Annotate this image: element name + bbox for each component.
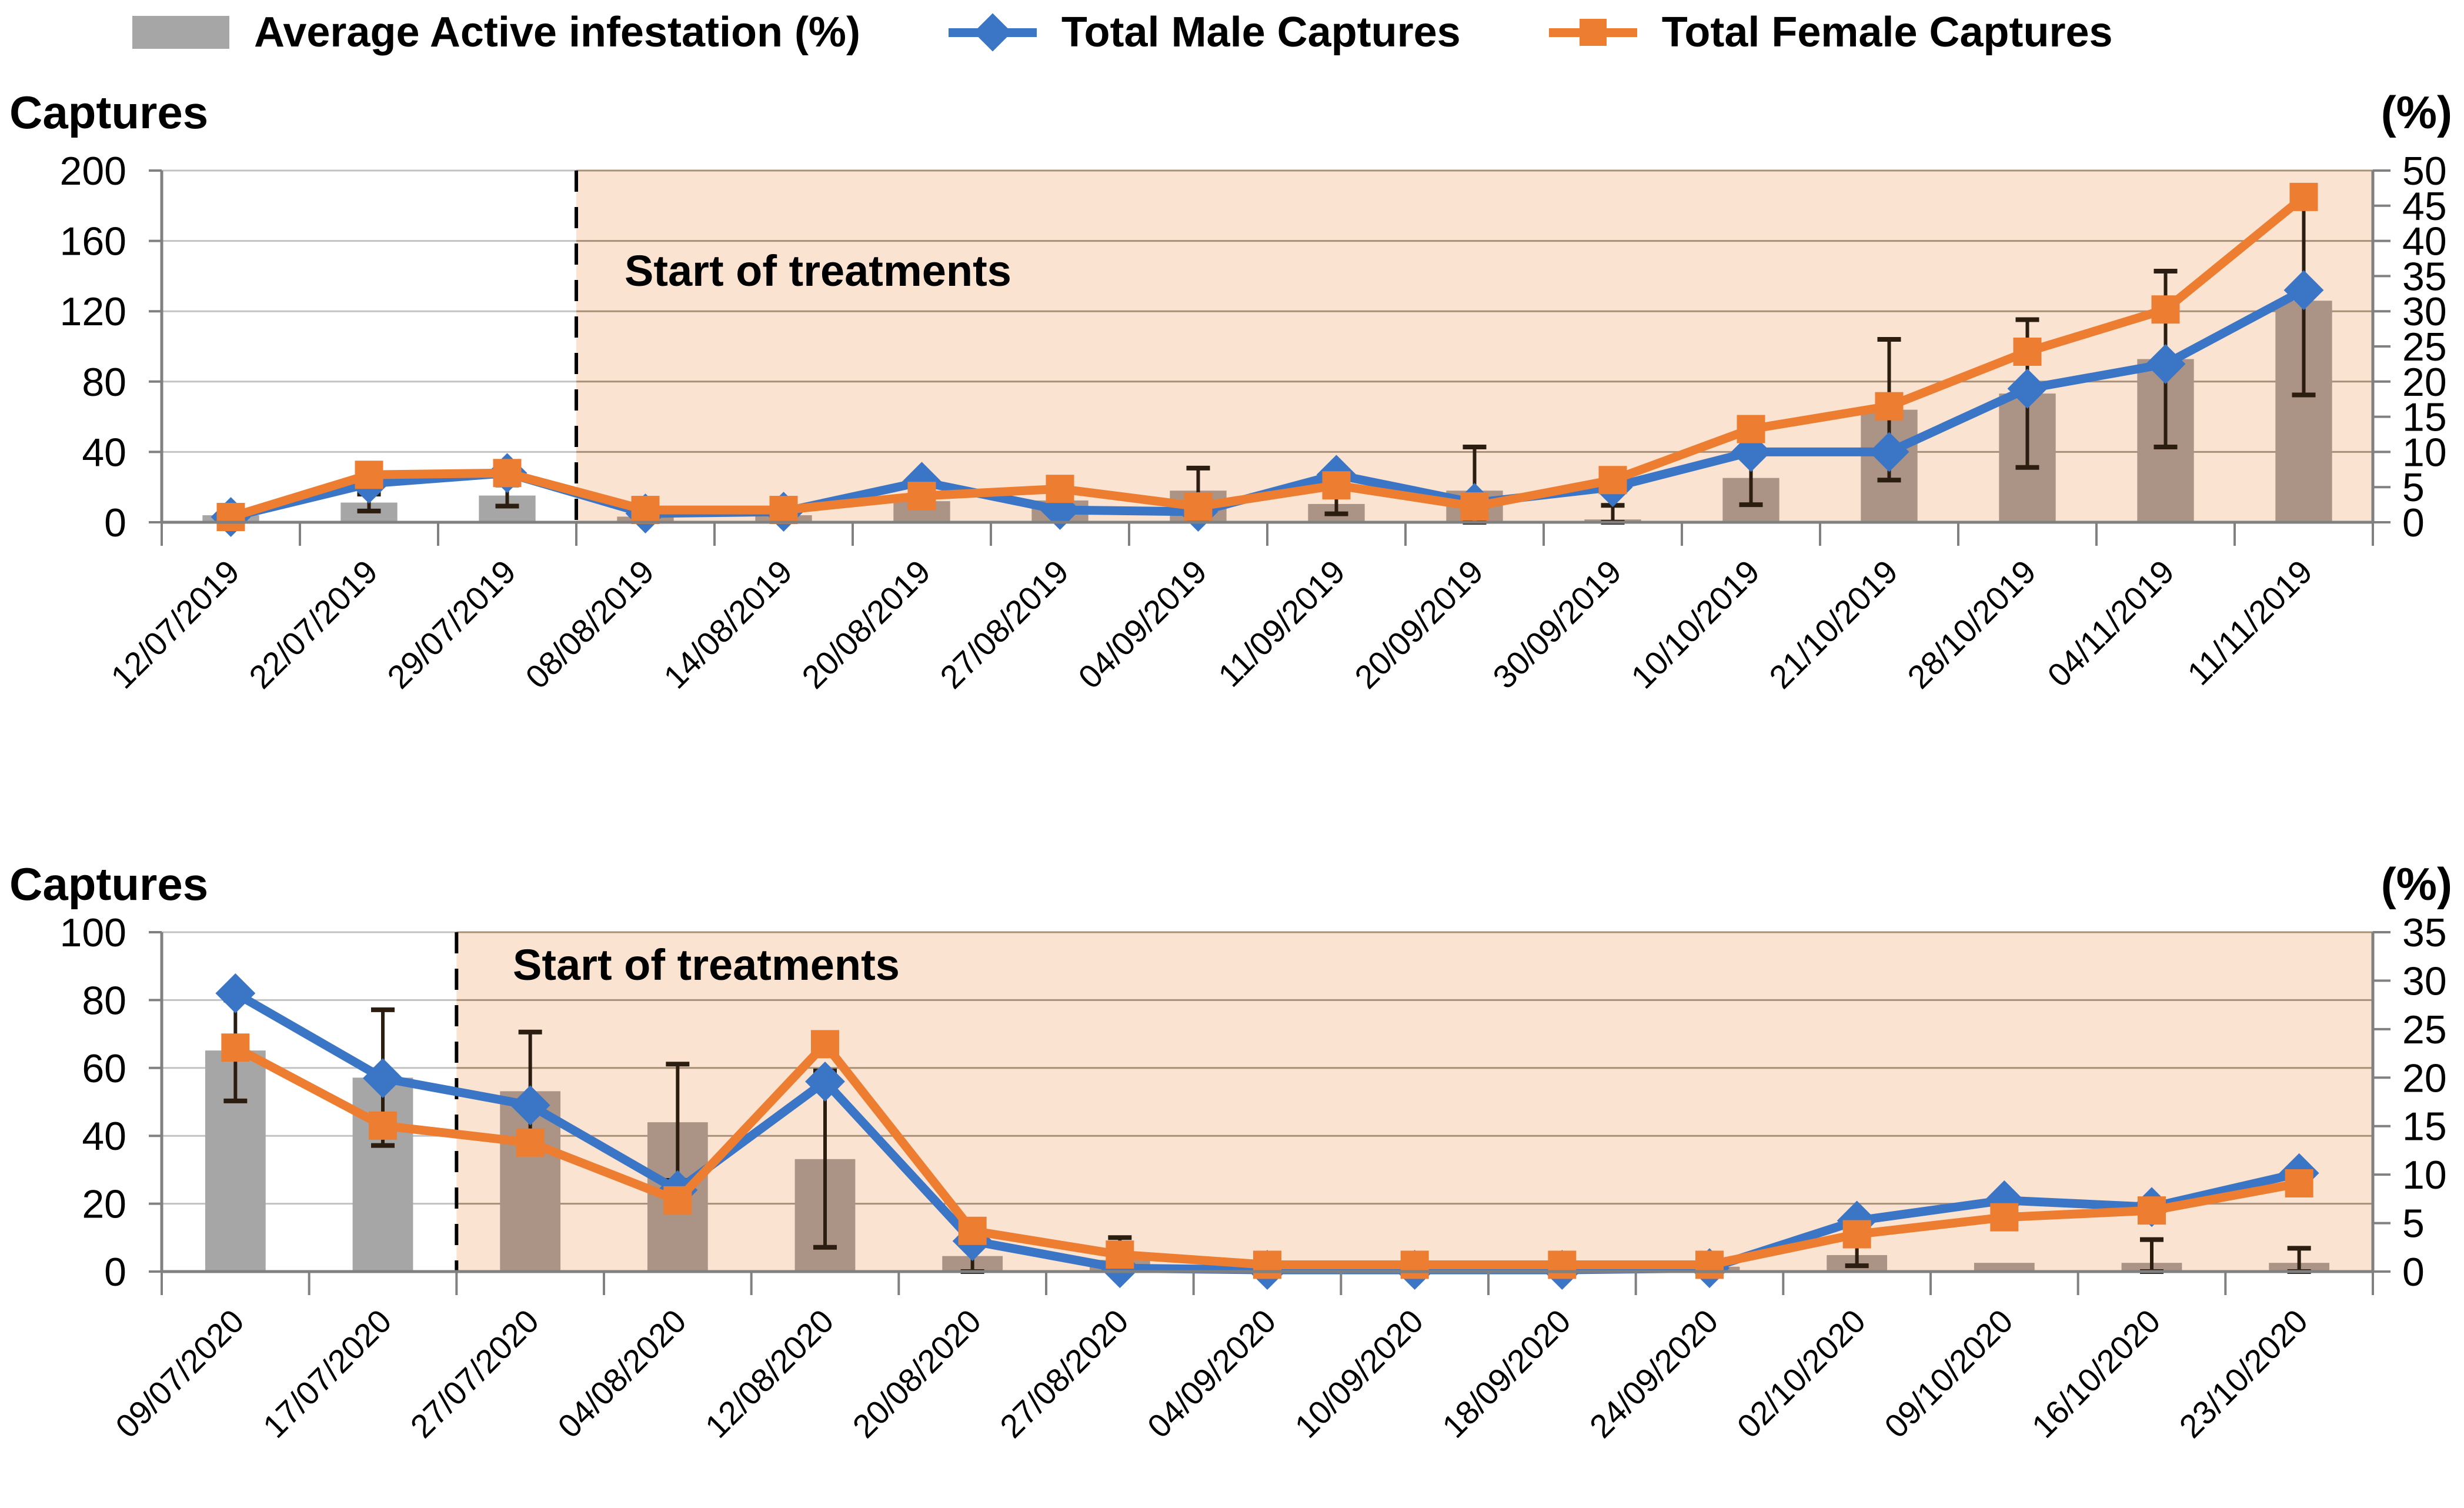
svg-text:12/07/2019: 12/07/2019 xyxy=(103,553,246,696)
line-diamond-swatch-icon xyxy=(948,13,1037,52)
svg-text:04/09/2020: 04/09/2020 xyxy=(1140,1302,1283,1445)
svg-text:25: 25 xyxy=(2402,325,2447,369)
svg-text:10/09/2020: 10/09/2020 xyxy=(1287,1302,1430,1445)
svg-text:12/08/2020: 12/08/2020 xyxy=(698,1302,841,1445)
svg-text:40: 40 xyxy=(82,1114,126,1159)
svg-text:15: 15 xyxy=(2402,1105,2447,1149)
svg-text:20/08/2020: 20/08/2020 xyxy=(845,1302,988,1445)
svg-text:04/11/2019: 04/11/2019 xyxy=(2040,553,2181,694)
svg-text:22/07/2019: 22/07/2019 xyxy=(242,553,385,696)
svg-text:20: 20 xyxy=(2402,1056,2447,1100)
legend: Average Active infestation (%) Total Mal… xyxy=(132,8,2113,56)
svg-text:04/09/2019: 04/09/2019 xyxy=(1071,553,1214,696)
legend-label: Total Female Captures xyxy=(1661,9,2113,56)
svg-text:40: 40 xyxy=(82,430,126,475)
svg-text:30: 30 xyxy=(2402,289,2447,334)
svg-text:0: 0 xyxy=(104,501,126,545)
legend-item-infestation: Average Active infestation (%) xyxy=(132,8,860,56)
chart2-treatment-annotation: Start of treatments xyxy=(513,940,900,989)
svg-text:0: 0 xyxy=(2402,1250,2425,1295)
svg-text:60: 60 xyxy=(82,1046,126,1091)
svg-text:0: 0 xyxy=(104,1250,126,1295)
svg-text:27/08/2020: 27/08/2020 xyxy=(993,1302,1136,1445)
svg-text:17/07/2020: 17/07/2020 xyxy=(256,1302,399,1445)
svg-text:30/09/2019: 30/09/2019 xyxy=(1485,553,1628,696)
svg-text:09/10/2020: 09/10/2020 xyxy=(1877,1302,2020,1445)
svg-text:100: 100 xyxy=(60,910,126,955)
svg-text:160: 160 xyxy=(60,219,126,264)
svg-text:20: 20 xyxy=(82,1182,126,1227)
svg-text:20: 20 xyxy=(2402,360,2447,405)
svg-text:20/09/2019: 20/09/2019 xyxy=(1347,553,1490,696)
svg-text:28/10/2019: 28/10/2019 xyxy=(1900,553,2043,696)
svg-text:50: 50 xyxy=(2402,149,2447,193)
svg-text:120: 120 xyxy=(60,289,126,334)
legend-label: Total Male Captures xyxy=(1061,9,1461,56)
svg-text:25: 25 xyxy=(2402,1007,2447,1052)
chart1-left-axis-title: Captures xyxy=(9,86,209,138)
line-square-swatch-icon xyxy=(1548,19,1637,46)
svg-text:10/10/2019: 10/10/2019 xyxy=(1624,553,1767,696)
bar-swatch-icon xyxy=(132,16,229,49)
svg-text:08/08/2019: 08/08/2019 xyxy=(518,553,661,696)
svg-text:09/07/2020: 09/07/2020 xyxy=(108,1302,251,1445)
chart1-right-axis-title: (%) xyxy=(2380,86,2452,138)
svg-text:21/10/2019: 21/10/2019 xyxy=(1762,553,1905,696)
svg-text:11/11/2019: 11/11/2019 xyxy=(2180,553,2319,692)
svg-text:16/10/2020: 16/10/2020 xyxy=(2025,1302,2168,1445)
svg-text:27/07/2020: 27/07/2020 xyxy=(403,1302,546,1445)
svg-text:5: 5 xyxy=(2402,1202,2425,1246)
chart2-right-axis-title: (%) xyxy=(2380,858,2452,910)
svg-text:10: 10 xyxy=(2402,1153,2447,1197)
svg-text:80: 80 xyxy=(82,978,126,1023)
svg-text:02/10/2020: 02/10/2020 xyxy=(1730,1302,1872,1445)
svg-text:14/08/2019: 14/08/2019 xyxy=(656,553,799,696)
svg-text:5: 5 xyxy=(2402,465,2425,510)
svg-text:30: 30 xyxy=(2402,959,2447,1003)
svg-text:15: 15 xyxy=(2402,395,2447,440)
svg-text:0: 0 xyxy=(2402,501,2425,545)
legend-item-female: Total Female Captures xyxy=(1548,8,2113,56)
svg-text:45: 45 xyxy=(2402,184,2447,229)
svg-text:11/09/2019: 11/09/2019 xyxy=(1211,553,1352,694)
chart2-left-axis-title: Captures xyxy=(9,858,209,910)
svg-text:200: 200 xyxy=(60,149,126,193)
svg-text:29/07/2019: 29/07/2019 xyxy=(380,553,523,696)
svg-text:27/08/2019: 27/08/2019 xyxy=(933,553,1076,696)
legend-item-male: Total Male Captures xyxy=(948,8,1461,56)
legend-label: Average Active infestation (%) xyxy=(254,9,860,56)
svg-text:35: 35 xyxy=(2402,910,2447,955)
svg-text:20/08/2019: 20/08/2019 xyxy=(794,553,937,696)
svg-text:80: 80 xyxy=(82,360,126,405)
svg-text:10: 10 xyxy=(2402,430,2447,475)
svg-text:35: 35 xyxy=(2402,254,2447,299)
svg-text:40: 40 xyxy=(2402,219,2447,264)
svg-text:04/08/2020: 04/08/2020 xyxy=(550,1302,693,1445)
svg-text:24/09/2020: 24/09/2020 xyxy=(1582,1302,1725,1445)
svg-text:18/09/2020: 18/09/2020 xyxy=(1435,1302,1578,1445)
chart1-treatment-annotation: Start of treatments xyxy=(625,246,1011,295)
svg-text:23/10/2020: 23/10/2020 xyxy=(2172,1302,2315,1445)
